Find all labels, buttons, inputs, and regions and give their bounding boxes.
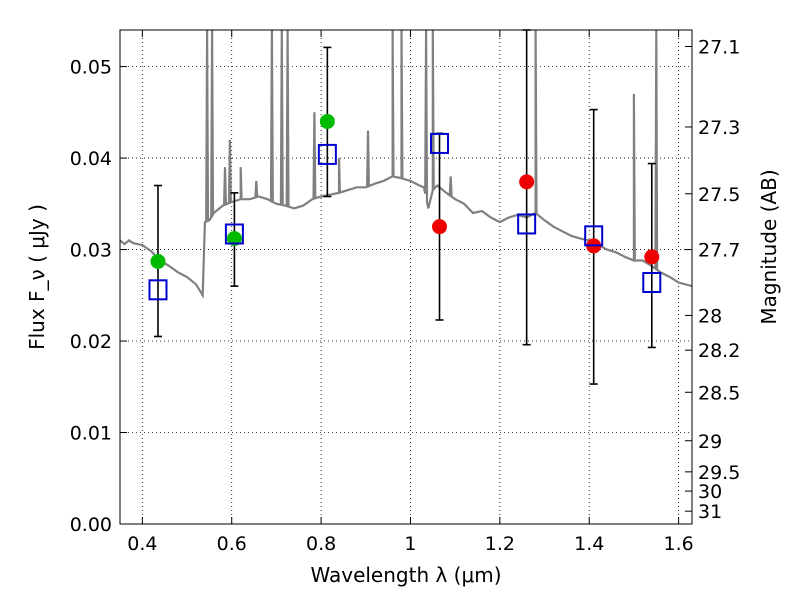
plot-frame bbox=[119, 29, 693, 525]
model-point bbox=[317, 143, 337, 165]
mag-tick-label: 30 bbox=[698, 481, 722, 503]
y-tick-label: 0.02 bbox=[70, 331, 112, 353]
x-axis-label: Wavelength λ (μm) bbox=[310, 563, 501, 587]
mag-tick-label: 31 bbox=[698, 501, 722, 523]
nir-data-point bbox=[519, 174, 535, 190]
x-tick-label: 1.6 bbox=[663, 533, 693, 555]
y-tick-label: 0.01 bbox=[70, 423, 112, 445]
model-point bbox=[430, 132, 450, 154]
nir-data-point bbox=[644, 249, 660, 265]
y-tick-label: 0.04 bbox=[70, 148, 112, 170]
x-tick-label: 0.8 bbox=[306, 533, 336, 555]
marker-layer bbox=[148, 113, 662, 301]
y-tick-label: 0.00 bbox=[70, 514, 112, 536]
tick-layer: 0.4 0.6 0.8 1 1.2 1.4 1.6 0.00 0.01 0.02 0.03 0.04 0… bbox=[70, 30, 740, 555]
optical-data-point bbox=[319, 113, 335, 129]
spectrum-line bbox=[120, 30, 692, 300]
spectrum-layer bbox=[120, 30, 692, 300]
x-tick-label: 1.4 bbox=[574, 533, 604, 555]
x-tick-label: 0.4 bbox=[127, 533, 157, 555]
x-tick-label: 0.6 bbox=[217, 533, 247, 555]
model-point bbox=[224, 223, 244, 245]
mag-tick-label: 27.1 bbox=[698, 36, 740, 58]
nir-data-point bbox=[432, 219, 448, 235]
mag-tick-label: 28 bbox=[698, 305, 722, 327]
y-axis-label: Flux F_ν ( μJy ) bbox=[25, 204, 49, 350]
x-tick-label: 1 bbox=[404, 533, 416, 555]
mag-tick-label: 28.2 bbox=[698, 340, 740, 362]
optical-data-point bbox=[150, 253, 166, 269]
model-point bbox=[584, 225, 604, 247]
y-right-axis-label: Magnitude (AB) bbox=[757, 169, 781, 324]
mag-tick-label: 29 bbox=[698, 431, 722, 453]
model-point bbox=[148, 279, 168, 301]
model-point bbox=[517, 213, 537, 235]
mag-tick-label: 28.5 bbox=[698, 382, 740, 404]
y-tick-label: 0.03 bbox=[70, 240, 112, 262]
mag-tick-label: 27.7 bbox=[698, 240, 740, 262]
mag-tick-label: 27.3 bbox=[698, 117, 740, 139]
model-point bbox=[642, 271, 662, 293]
mag-tick-label: 29.5 bbox=[698, 462, 740, 484]
mag-tick-label: 27.5 bbox=[698, 184, 740, 206]
errorbar-layer bbox=[153, 29, 656, 385]
x-tick-label: 1.2 bbox=[485, 533, 515, 555]
optical-data-point bbox=[226, 231, 242, 247]
y-tick-label: 0.05 bbox=[70, 57, 112, 79]
